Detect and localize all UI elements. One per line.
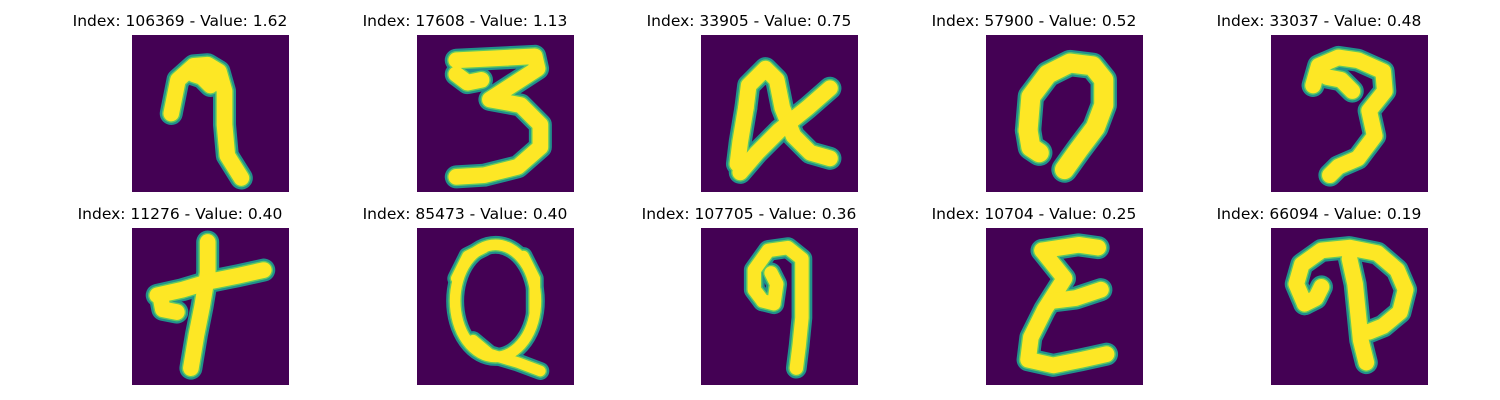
glyph-stroke xyxy=(185,66,219,94)
panel-title: Index: 11276 - Value: 0.40 xyxy=(77,205,283,223)
panel-8: Index: 107705 - Value: 0.36 xyxy=(599,193,899,385)
digit-image-J xyxy=(1271,35,1428,192)
glyph-stroke xyxy=(149,262,272,304)
glyph-stroke xyxy=(448,48,549,185)
panel-3: Index: 33905 - Value: 0.75 xyxy=(599,0,899,192)
glyph-stroke xyxy=(1296,279,1330,312)
digit-image-P xyxy=(1271,228,1428,385)
panel-7: Index: 85473 - Value: 0.40 xyxy=(315,193,615,385)
glyph-stroke xyxy=(448,66,490,91)
glyph-stroke xyxy=(1018,120,1049,163)
glyph-stroke xyxy=(163,56,250,186)
glyph-stroke xyxy=(1045,281,1109,309)
digit-image-n xyxy=(986,35,1143,192)
panel-title: Index: 107705 - Value: 0.36 xyxy=(641,205,857,223)
panel-title: Index: 33905 - Value: 0.75 xyxy=(646,12,852,30)
glyph-layer-2 xyxy=(1018,53,1114,180)
glyph-layer-2 xyxy=(1305,49,1393,184)
panel-title: Index: 85473 - Value: 0.40 xyxy=(362,205,568,223)
glyph-stroke xyxy=(738,60,838,167)
panel-title: Index: 17608 - Value: 1.13 xyxy=(362,12,568,30)
panel-6: Index: 11276 - Value: 0.40 xyxy=(30,193,330,385)
glyph-stroke xyxy=(1305,49,1393,184)
glyph-layer-2 xyxy=(1288,239,1414,371)
glyph-stroke xyxy=(467,334,546,377)
glyph-stroke xyxy=(1020,242,1115,374)
glyph-stroke xyxy=(518,250,541,318)
glyph-layer-2 xyxy=(1020,236,1115,374)
glyph-layer-2 xyxy=(729,60,838,181)
digit-image-x xyxy=(701,35,858,192)
digit-image-3 xyxy=(417,35,574,192)
glyph-stroke xyxy=(1018,53,1114,180)
panel-1: Index: 106369 - Value: 1.62 xyxy=(30,0,330,192)
panel-title: Index: 10704 - Value: 0.25 xyxy=(931,205,1137,223)
glyph-stroke xyxy=(729,100,754,172)
digit-image-E xyxy=(986,228,1143,385)
glyph-stroke xyxy=(1319,69,1361,99)
panel-title: Index: 33037 - Value: 0.48 xyxy=(1216,12,1422,30)
glyph-stroke xyxy=(1034,236,1106,259)
glyph-stroke xyxy=(152,287,185,320)
panel-2: Index: 17608 - Value: 1.13 xyxy=(315,0,615,192)
glyph-layer-2 xyxy=(448,48,549,185)
digit-image-q xyxy=(701,228,858,385)
digit-image-t xyxy=(132,228,289,385)
glyph-stroke xyxy=(1288,239,1414,340)
digit-image-7 xyxy=(132,35,289,192)
panel-title: Index: 106369 - Value: 1.62 xyxy=(72,12,288,30)
panel-9: Index: 10704 - Value: 0.25 xyxy=(884,193,1184,385)
glyph-stroke xyxy=(747,240,809,375)
glyph-layer-2 xyxy=(163,56,250,186)
panel-title: Index: 66094 - Value: 0.19 xyxy=(1216,205,1422,223)
glyph-stroke xyxy=(755,266,784,311)
panel-4: Index: 57900 - Value: 0.52 xyxy=(884,0,1184,192)
digit-image-Q xyxy=(417,228,574,385)
glyph-layer-2 xyxy=(449,239,546,377)
panel-10: Index: 66094 - Value: 0.19 xyxy=(1169,193,1469,385)
glyph-stroke xyxy=(450,242,490,284)
glyph-stroke xyxy=(732,80,838,181)
panel-5: Index: 33037 - Value: 0.48 xyxy=(1169,0,1469,192)
glyph-stroke xyxy=(1341,250,1375,371)
glyph-stroke xyxy=(183,234,216,377)
panel-title: Index: 57900 - Value: 0.52 xyxy=(931,12,1137,30)
glyph-layer-2 xyxy=(149,234,272,377)
glyph-layer-2 xyxy=(747,240,809,375)
